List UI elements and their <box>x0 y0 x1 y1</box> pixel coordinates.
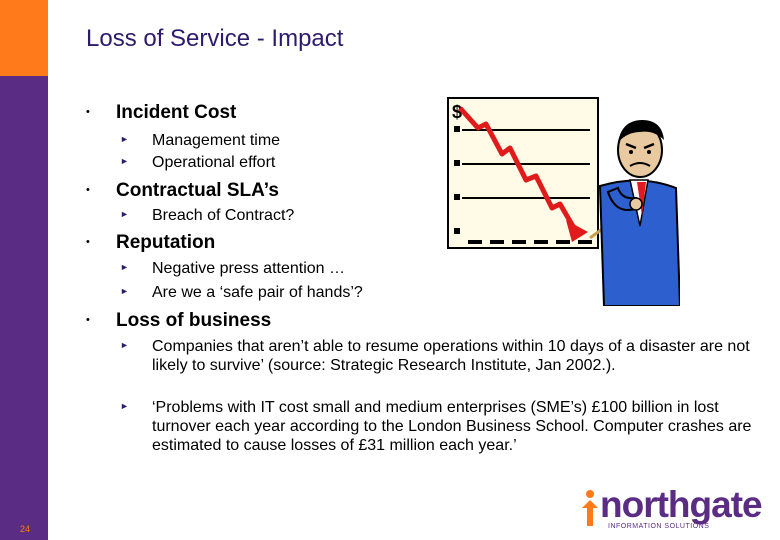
left-sidebar-band <box>0 0 48 540</box>
businessman-hair <box>618 120 664 142</box>
sub-bullet-text: ‘Problems with IT cost small and medium … <box>152 399 752 454</box>
falling-trend-line <box>458 106 577 230</box>
sub-bullet-text: Are we a ‘safe pair of hands’? <box>152 284 363 301</box>
chart-gridlines <box>462 129 590 199</box>
falling-chart-businessman-icon: $ <box>447 97 680 306</box>
sidebar-orange-accent <box>0 0 48 76</box>
bullet-dot-icon: • <box>86 106 90 118</box>
bullet-dot-icon: • <box>86 236 90 248</box>
bullet-label: Loss of business <box>116 310 272 331</box>
bullet-label: Incident Cost <box>116 102 237 123</box>
bullet-dot-icon: • <box>86 314 90 326</box>
logo-wordmark: northgate <box>600 484 763 525</box>
businessman-hand <box>629 197 643 211</box>
arrow-bullet-icon: ► <box>120 401 129 411</box>
sub-bullet-text: Management time <box>152 132 281 149</box>
sub-bullet-text: Breach of Contract? <box>152 207 295 224</box>
logo-subtitle: INFORMATION SOLUTIONS <box>608 523 710 530</box>
arrow-bullet-icon: ► <box>120 286 129 296</box>
trend-arrowhead <box>566 220 588 242</box>
businessman-tie <box>637 182 646 216</box>
sub-bullet-text: Companies that aren’t able to resume ope… <box>152 338 750 374</box>
businessman-suit <box>598 179 680 306</box>
arrow-bullet-icon: ► <box>120 156 129 166</box>
bullet-label: Contractual SLA’s <box>116 180 279 201</box>
bullet-dot-icon: • <box>86 184 90 196</box>
sub-bullet-text: Operational effort <box>152 154 276 171</box>
sub-bullet-text: Negative press attention … <box>152 260 345 277</box>
arrow-bullet-icon: ► <box>120 209 129 219</box>
arrow-bullet-icon: ► <box>120 262 129 272</box>
dollar-sign: $ <box>452 102 462 122</box>
page-number: 24 <box>20 524 31 534</box>
chart-ticks <box>454 126 460 234</box>
slide-title: Loss of Service - Impact <box>86 25 344 52</box>
arrow-bullet-icon: ► <box>120 340 129 350</box>
bullet-label: Reputation <box>116 232 216 253</box>
northgate-logo-icon <box>582 490 598 526</box>
arrow-bullet-icon: ► <box>120 134 129 144</box>
businessman-frown <box>629 162 651 167</box>
